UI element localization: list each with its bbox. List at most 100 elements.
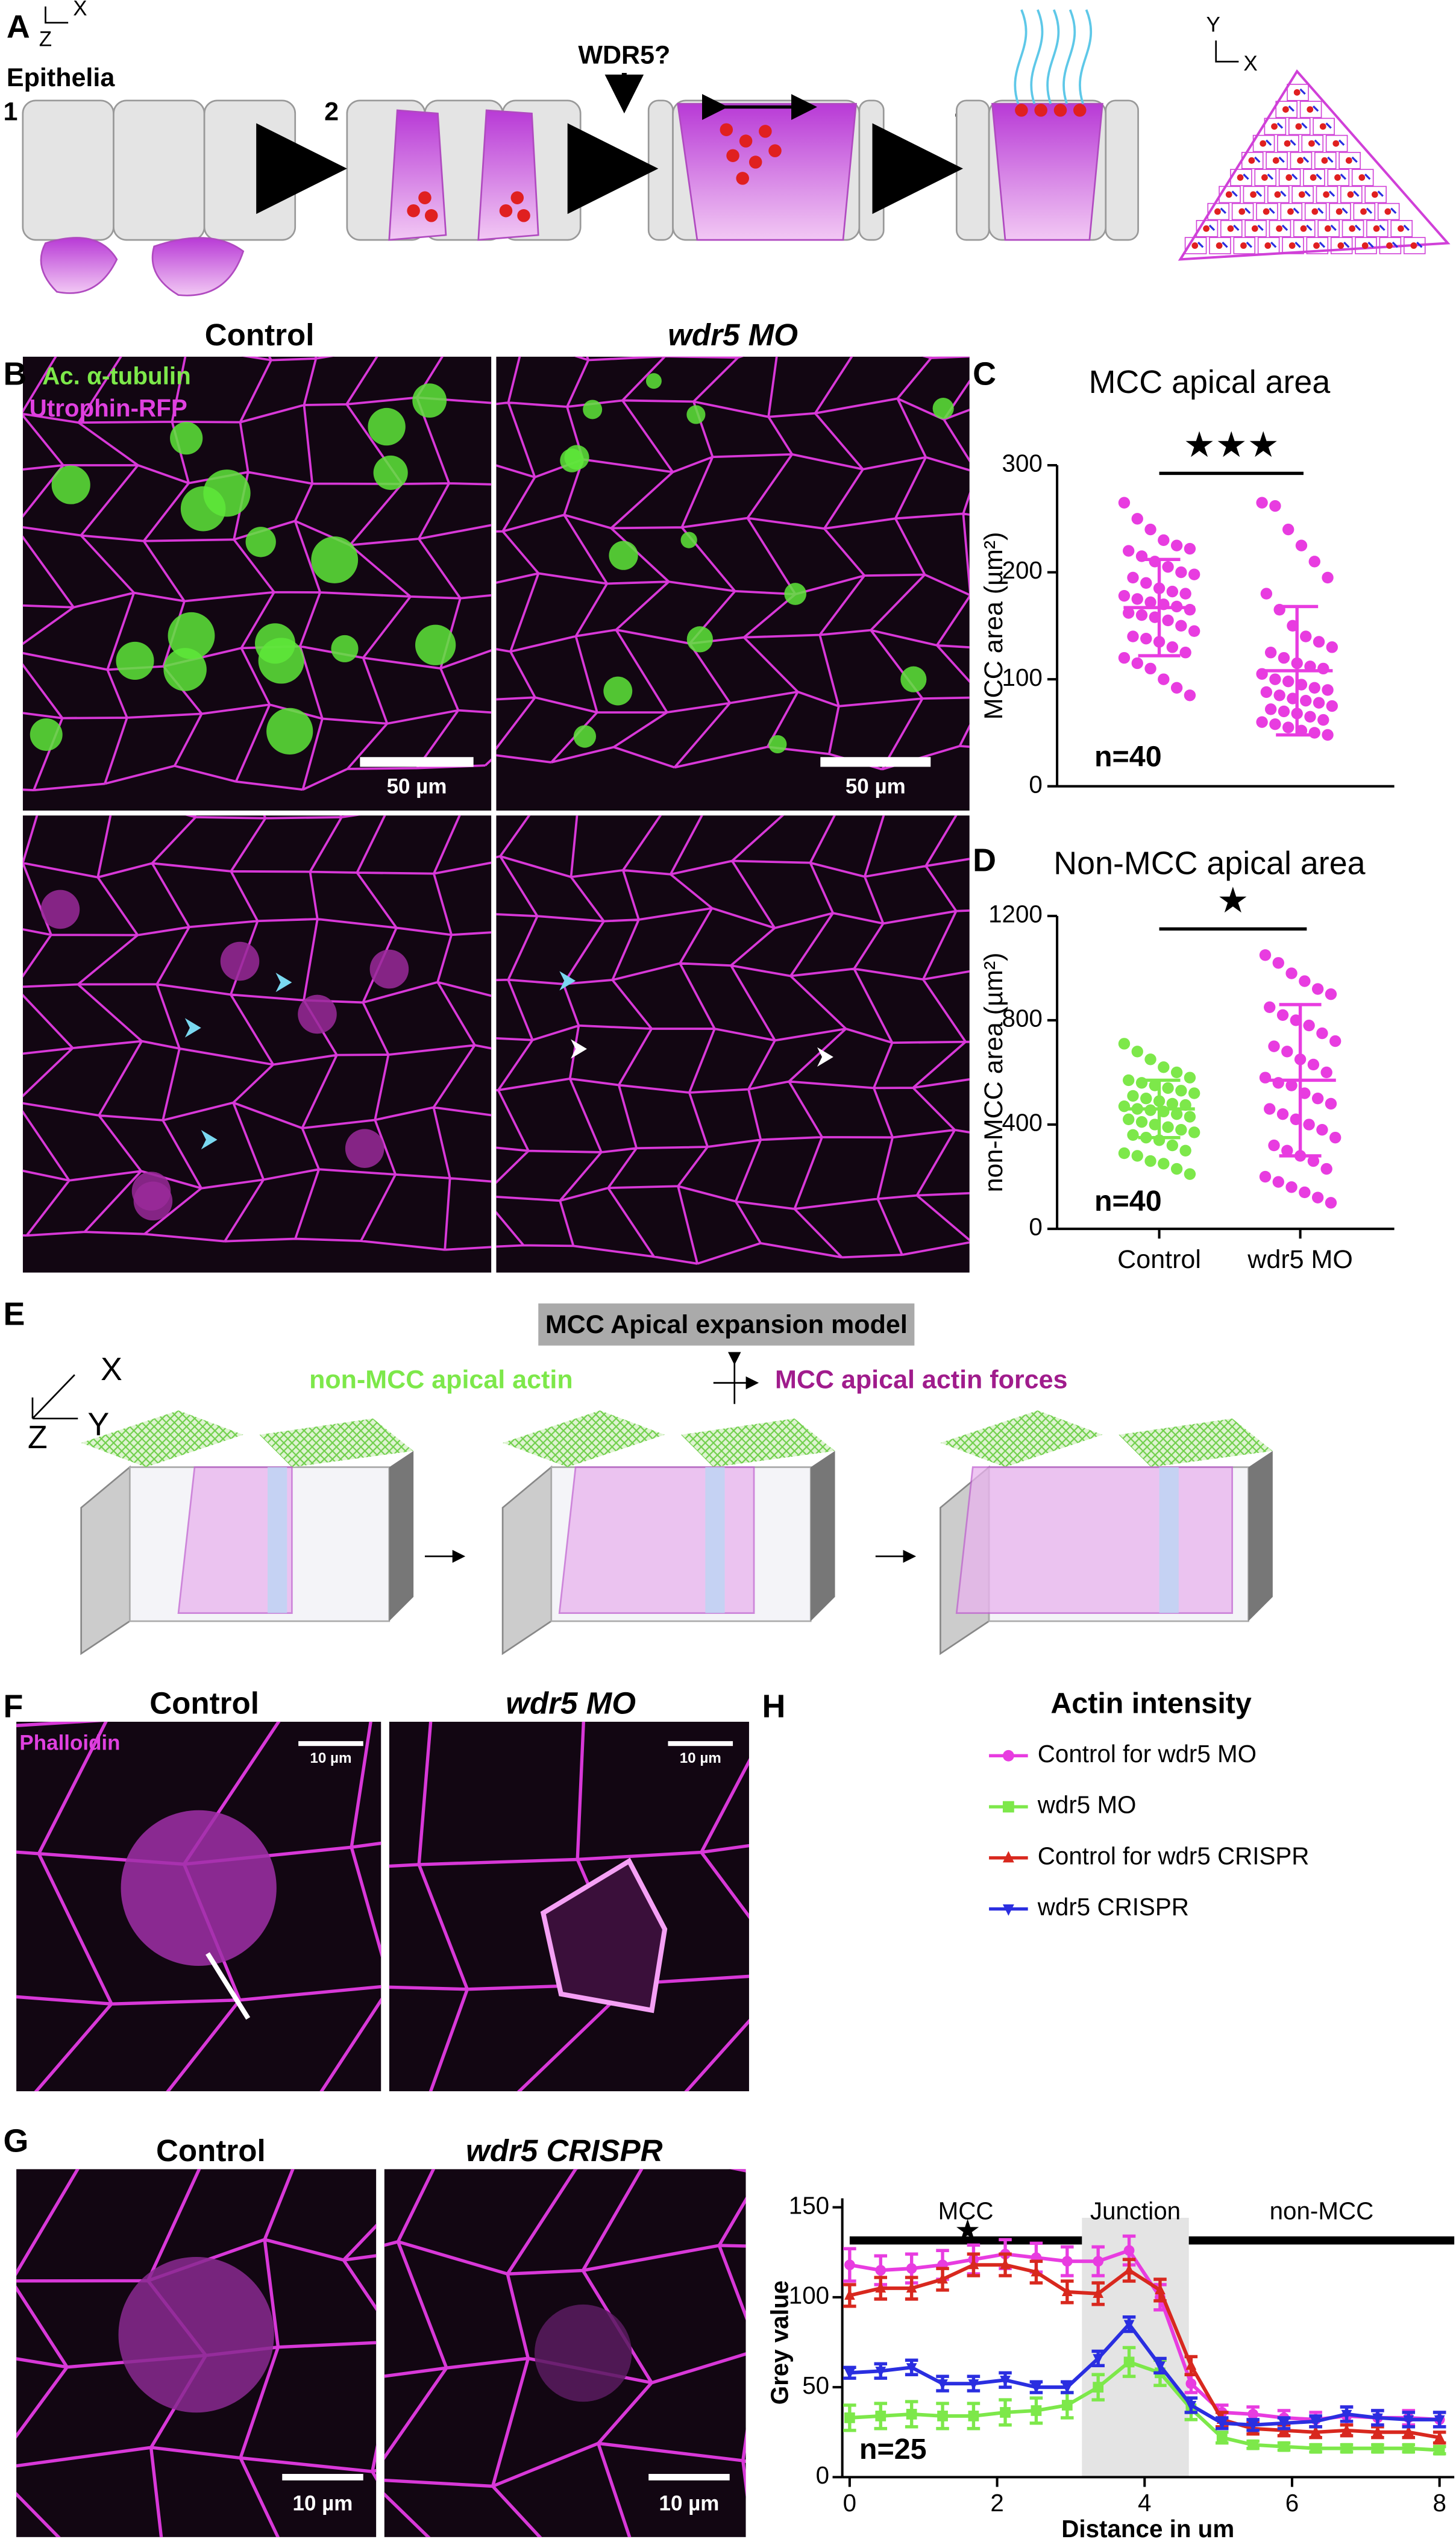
y-tick-label: 300 [1002, 450, 1043, 477]
sheet-dash [1291, 174, 1298, 180]
data-point [1299, 975, 1311, 987]
block-right [1248, 1451, 1273, 1622]
data-point [1127, 630, 1139, 642]
sheet-dash [1377, 190, 1384, 197]
data-point [1170, 682, 1183, 694]
data-point [1307, 1155, 1320, 1167]
sheet-dot [1323, 191, 1330, 198]
data-point [1188, 568, 1200, 580]
scale-bar [282, 2474, 363, 2481]
data-point [937, 2273, 948, 2284]
cell-borders [496, 356, 970, 771]
sheet-dot [1298, 191, 1305, 198]
panel-letter: A [7, 9, 30, 45]
top-left [81, 1410, 243, 1467]
x-tick-label: 4 [1138, 2489, 1151, 2517]
sheet-dash [1416, 242, 1423, 248]
blob [784, 583, 807, 605]
scale-label: 10 µm [680, 1750, 721, 1766]
panel-letter: D [973, 842, 996, 878]
sheet-cell [1264, 118, 1287, 136]
label: Epithelia [7, 63, 115, 92]
data-point [1434, 2415, 1445, 2426]
y-tick-label: 100 [1002, 664, 1043, 691]
label: WDR5? [578, 41, 670, 70]
data-point [1185, 2378, 1197, 2390]
sheet-dot [1373, 225, 1380, 232]
sheet-dot [1347, 191, 1354, 198]
data-point [1158, 1158, 1170, 1170]
arrowhead [559, 971, 576, 991]
blob [373, 455, 408, 490]
data-point [1093, 2354, 1104, 2365]
sheet-dot [1308, 140, 1315, 147]
sheet-dash [1306, 224, 1313, 231]
sheet-dash [1301, 122, 1308, 129]
legend-label: Control for wdr5 MO [1038, 1740, 1257, 1768]
n-label: n=25 [859, 2433, 927, 2465]
sheet-cell [1219, 186, 1241, 204]
top-right [259, 1418, 414, 1467]
sheet-dot [1293, 89, 1301, 96]
blob [51, 465, 90, 504]
sheet-dot [1251, 225, 1258, 232]
x-axis-label: Distance in um [1061, 2515, 1234, 2542]
blob [220, 941, 260, 981]
data-point [1131, 593, 1143, 605]
data-point [1216, 2432, 1228, 2443]
data-point [1162, 561, 1174, 573]
sheet-dot [1203, 225, 1210, 232]
column-title: wdr5 CRISPR [466, 2133, 663, 2168]
sheet-dot [1263, 208, 1270, 215]
data-point [1308, 682, 1320, 694]
legend-label: Control for wdr5 CRISPR [1038, 1842, 1310, 1869]
data-point [1118, 1147, 1131, 1160]
data-point [1322, 729, 1334, 741]
data-point [1158, 534, 1170, 547]
scale-bar [360, 757, 474, 767]
data-point [1166, 1097, 1179, 1110]
data-point [1061, 2285, 1073, 2297]
sheet-dash [1257, 224, 1264, 231]
data-point [1061, 2400, 1073, 2411]
sheet-dot [1271, 123, 1278, 130]
blob [331, 635, 359, 662]
sheet-dash [1343, 242, 1350, 248]
sheet-cell [1338, 152, 1361, 169]
panel-e: E MCC Apical expansion model X Z Y non-M… [4, 1296, 1273, 1655]
x-tick-label: wdr5 MO [1247, 1245, 1353, 1274]
panel-letter: B [4, 356, 27, 392]
data-point [1311, 983, 1324, 995]
sheet-cell [1403, 237, 1426, 254]
data-point [937, 2411, 948, 2421]
axis-label: X [1243, 52, 1257, 75]
data-point [1372, 2426, 1383, 2437]
sheet-cell [1314, 152, 1337, 169]
micrograph [22, 815, 492, 1273]
data-point [1320, 1066, 1332, 1079]
sheet-cell [1316, 186, 1338, 204]
data-point [1158, 1061, 1170, 1073]
panel-b: Control wdr5 MO B Ac. α-tubulin Utrophin… [4, 318, 970, 1273]
data-point [1260, 588, 1273, 600]
data-point [1285, 1181, 1298, 1193]
blob [118, 2256, 274, 2413]
sheet-cell [1290, 152, 1313, 169]
column-title: Control [205, 318, 315, 352]
blob [311, 536, 359, 583]
legend-label: non-MCC apical actin [309, 1365, 573, 1394]
y-tick-label: 0 [816, 2461, 829, 2489]
sheet-dot [1360, 208, 1367, 215]
blob [245, 527, 276, 557]
data-point [1372, 2443, 1383, 2454]
data-point [1170, 1108, 1183, 1120]
data-point [1123, 2245, 1135, 2256]
x-tick-label: Control [1117, 1245, 1201, 1274]
data-point [1272, 957, 1284, 969]
sheet-dot [1216, 242, 1223, 249]
legend-marker [1002, 1801, 1014, 1813]
sheet-dash [1351, 156, 1358, 163]
data-point [1144, 523, 1156, 536]
model-title: MCC Apical expansion model [545, 1310, 908, 1339]
series-line [849, 2321, 1440, 2427]
